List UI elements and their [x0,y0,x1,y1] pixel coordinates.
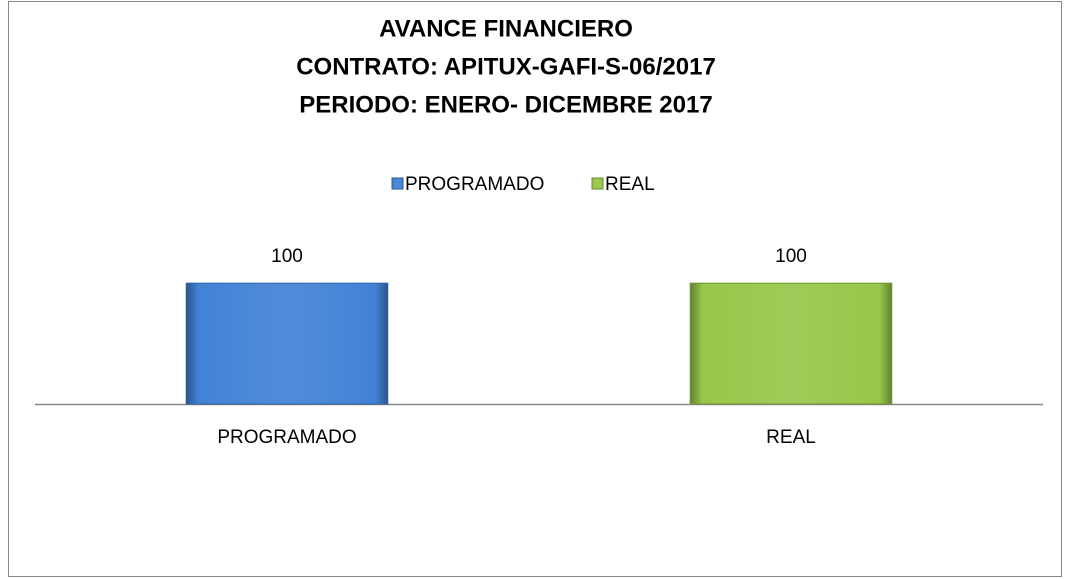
bar [689,282,893,405]
legend-swatch [591,177,604,190]
value-label: 100 [775,246,807,267]
x-tick-label: PROGRAMADO [217,427,356,448]
legend-label: REAL [605,174,655,195]
legend-label: PROGRAMADO [405,174,544,195]
chart-title: PERIODO: ENERO- DICEMBRE 2017 [299,91,712,118]
chart-title: AVANCE FINANCIERO [379,15,633,42]
x-tick-label: REAL [766,427,816,448]
bar [185,282,389,405]
value-label: 100 [271,246,303,267]
chart-title: CONTRATO: APITUX-GAFI-S-06/2017 [296,53,716,80]
legend-swatch [391,177,404,190]
chart-frame [8,1,1062,577]
